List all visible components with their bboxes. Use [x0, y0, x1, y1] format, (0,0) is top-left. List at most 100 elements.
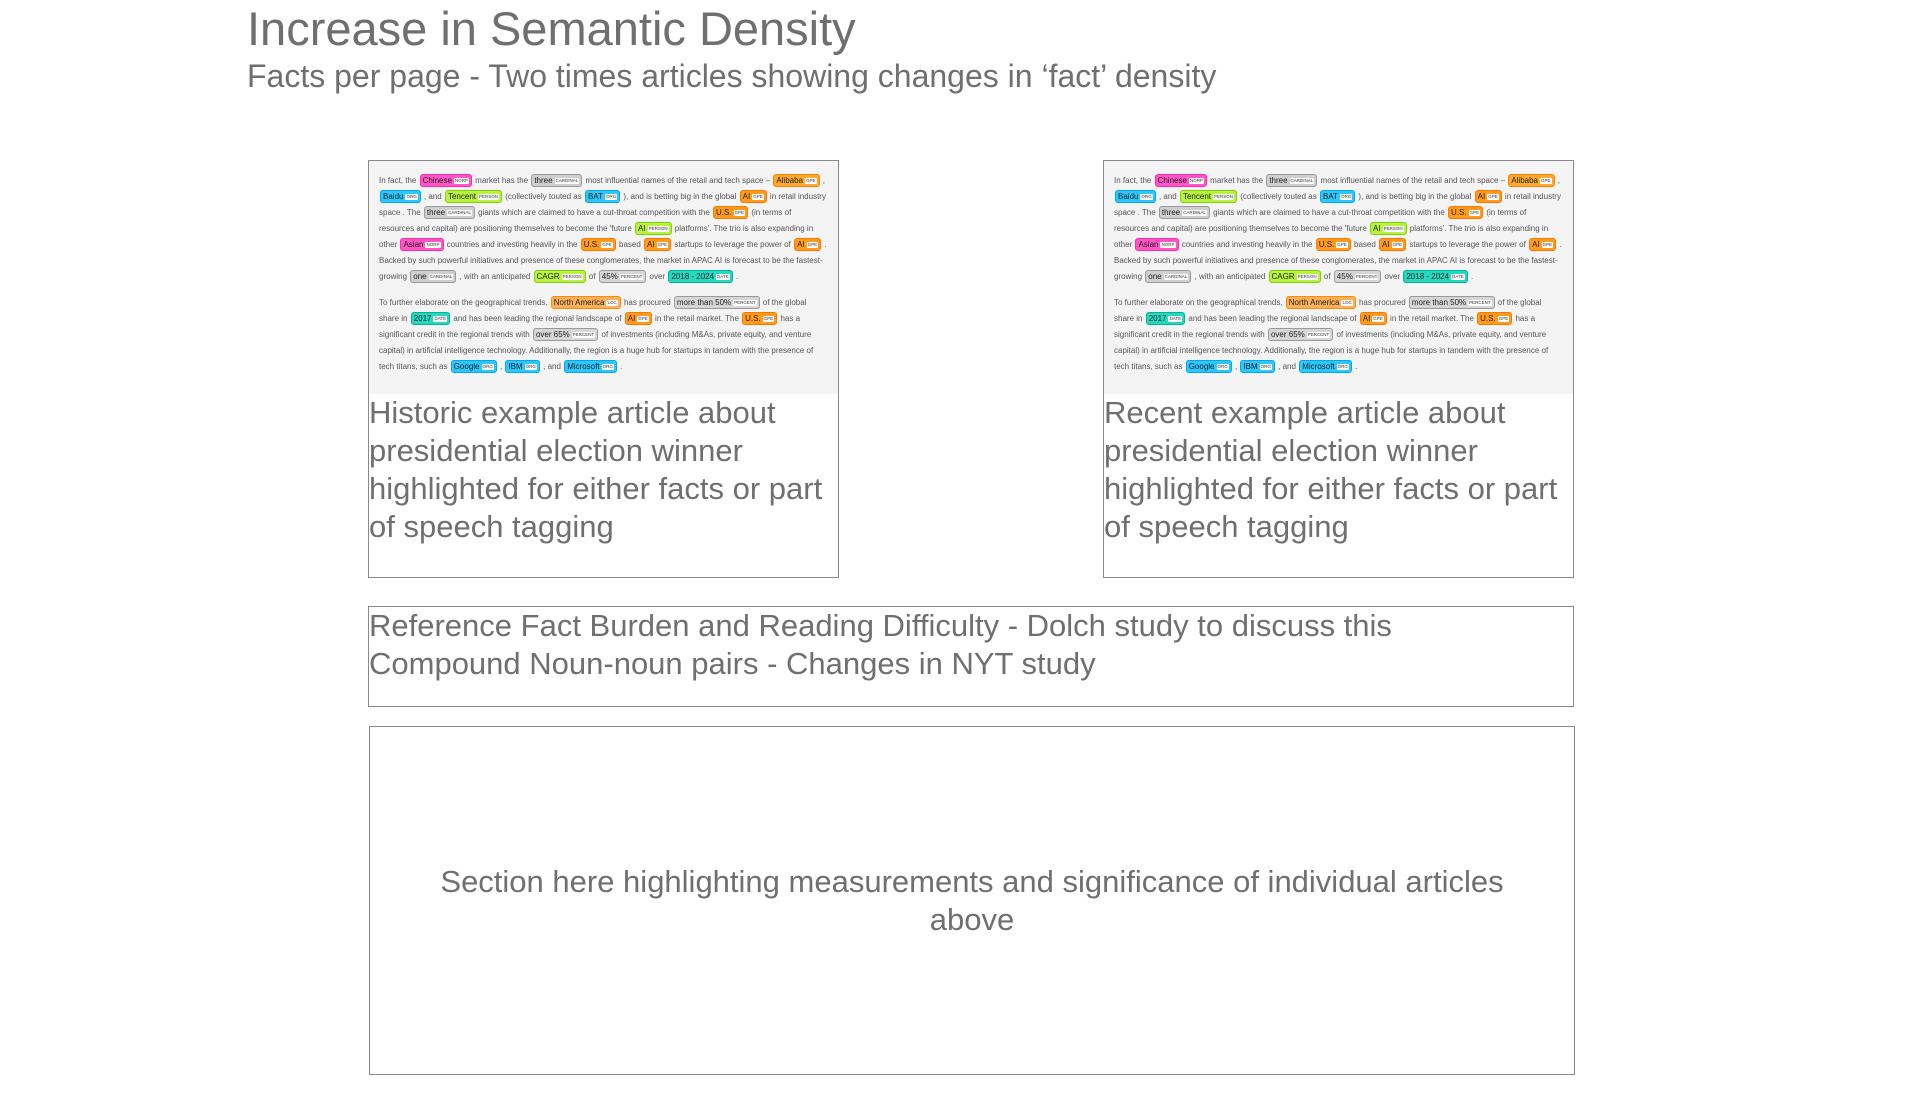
snippet-text: of investments (including M&As, private … — [1114, 330, 1549, 371]
entity-highlight: 45% PERCENT — [1333, 270, 1382, 283]
entity-label: GPE — [637, 316, 649, 322]
entity-highlight: Google ORG — [450, 360, 497, 373]
entity-text: Microsoft — [567, 362, 600, 371]
entity-text: AI — [627, 314, 636, 323]
entity-highlight: three CARDINAL — [531, 174, 583, 187]
entity-label: CARDINAL — [447, 210, 472, 216]
entity-highlight: 2018 - 2024 DATE — [668, 270, 733, 283]
entity-label: PERCENT — [733, 300, 757, 306]
entity-text: AI — [1362, 314, 1371, 323]
entity-text: Baidu — [383, 192, 404, 201]
entity-highlight: more than 50% PERCENT — [1408, 296, 1495, 309]
entity-label: DATE — [1168, 316, 1183, 322]
entity-label: CARDINAL — [1163, 274, 1189, 280]
recent-article-snippet: In fact, the Chinese NORP market has the … — [1104, 161, 1573, 394]
snippet-text: . — [1468, 272, 1474, 281]
snippet-text: most influential names of the retail and… — [583, 176, 773, 185]
entity-text: U.S. — [583, 240, 600, 249]
entity-text: North America — [1288, 298, 1340, 307]
snippet-text: market has the — [1207, 176, 1266, 185]
entity-label: ORG — [1339, 194, 1353, 200]
entity-highlight: 2017 DATE — [1145, 312, 1186, 325]
entity-highlight: Baidu ORG — [1115, 190, 1156, 203]
snippet-text: , — [497, 362, 505, 371]
entity-text: U.S. — [1480, 314, 1496, 323]
entity-label: GPE — [1372, 316, 1384, 322]
snippet-text: and has been leading the regional landsc… — [451, 314, 624, 323]
snippet-text: platforms'. The trio is also expanding i… — [1114, 224, 1549, 249]
entity-highlight: U.S. GPE — [1315, 238, 1351, 251]
entity-label: GPE — [656, 242, 669, 248]
entity-label: CARDINAL — [1182, 210, 1207, 216]
snippet-text: , — [1232, 362, 1240, 371]
entity-highlight: Tencent PERSON — [444, 190, 503, 203]
recent-article-card: In fact, the Chinese NORP market has the … — [1103, 160, 1574, 578]
entity-label: GPE — [806, 242, 819, 248]
entity-highlight: U.S. GPE — [742, 312, 778, 325]
snippet-text: . Backed by such powerful initiatives an… — [379, 240, 827, 281]
snippet-text: ), and is betting big in the global — [621, 192, 739, 201]
snippet-text: ), and is betting big in the global — [1356, 192, 1474, 201]
entity-text: three — [534, 176, 553, 185]
entity-text: U.S. — [745, 314, 761, 323]
entity-highlight: 2017 DATE — [410, 312, 451, 325]
entity-text: Alibaba — [776, 176, 803, 185]
entity-text: AI — [1477, 192, 1486, 201]
entity-text: BAT — [1322, 192, 1338, 201]
entity-highlight: Google ORG — [1185, 360, 1232, 373]
entity-text: more than 50% — [1411, 298, 1467, 307]
entity-highlight: over 65% PERCENT — [1267, 328, 1334, 341]
entity-text: Alibaba — [1511, 176, 1538, 185]
recent-article-caption: Recent example article about presidentia… — [1104, 395, 1558, 544]
historic-article-caption: Historic example article about president… — [369, 395, 823, 544]
snippet-text: To further elaborate on the geographical… — [1114, 298, 1285, 307]
entity-highlight: 45% PERCENT — [598, 270, 647, 283]
entity-label: LOC — [606, 300, 618, 306]
entity-highlight: U.S. GPE — [713, 206, 749, 219]
snippet-text: has procured — [1356, 298, 1408, 307]
entity-label: PERSON — [561, 274, 583, 280]
snippet-text: over — [1382, 272, 1403, 281]
entity-text: Microsoft — [1302, 362, 1335, 371]
entity-text: AI — [742, 192, 751, 201]
entity-label: NORP — [425, 242, 441, 248]
entity-label: CARDINAL — [428, 274, 454, 280]
snippet-text: To further elaborate on the geographical… — [379, 298, 550, 307]
entity-label: PERCENT — [571, 332, 596, 338]
snippet-text: in retail industry space . The — [379, 192, 826, 217]
entity-label: GPE — [1487, 194, 1499, 200]
snippet-text: of the global share in — [1114, 298, 1542, 323]
entity-text: 2018 - 2024 — [671, 272, 715, 281]
entity-text: AI — [638, 224, 646, 233]
entity-text: Baidu — [1118, 192, 1139, 201]
entity-text: over 65% — [535, 330, 570, 339]
entity-label: ORG — [524, 364, 537, 370]
snippet-text: platforms'. The trio is also expanding i… — [379, 224, 814, 249]
snippet-paragraph-2: To further elaborate on the geographical… — [379, 295, 828, 375]
entity-highlight: AI GPE — [739, 190, 767, 203]
entity-label: GPE — [805, 178, 817, 184]
snippet-text: startups to leverage the power of — [672, 240, 794, 249]
entity-text: Google — [1188, 362, 1215, 371]
entity-text: 2017 — [413, 314, 432, 323]
entity-text: three — [426, 208, 446, 217]
entity-text: AI — [647, 240, 655, 249]
snippet-text: and has been leading the regional landsc… — [1186, 314, 1359, 323]
historic-article-card: In fact, the Chinese NORP market has the … — [368, 160, 839, 578]
entity-text: AI — [797, 240, 805, 249]
entity-text: North America — [553, 298, 605, 307]
entity-label: GPE — [1541, 242, 1554, 248]
snippet-text: of investments (including M&As, private … — [379, 330, 814, 371]
snippet-paragraph-1: In fact, the Chinese NORP market has the … — [379, 173, 828, 285]
entity-text: three — [1161, 208, 1181, 217]
snippet-text: In fact, the — [379, 176, 419, 185]
entity-text: 2018 - 2024 — [1406, 272, 1450, 281]
snippet-text: giants which are claimed to have a cut-t… — [1210, 208, 1448, 217]
entity-label: GPE — [601, 242, 613, 248]
entity-label: PERSON — [1296, 274, 1318, 280]
entity-text: one — [413, 272, 427, 281]
entity-text: BAT — [587, 192, 603, 201]
snippet-text: countries and investing heavily in the — [1179, 240, 1315, 249]
entity-text: CAGR — [536, 272, 560, 281]
snippet-text: , — [1555, 176, 1560, 185]
